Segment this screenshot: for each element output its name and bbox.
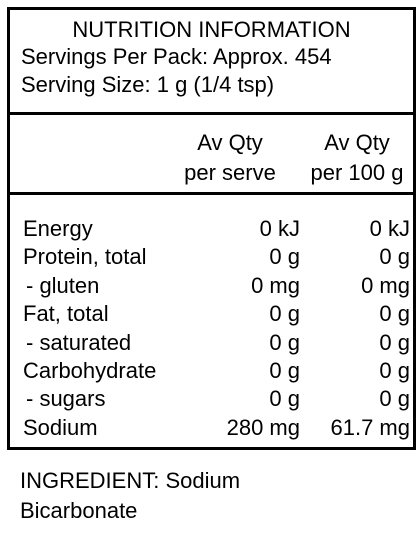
column-header: per 100 g bbox=[310, 160, 404, 185]
nutrient-name: Protein, total bbox=[23, 244, 147, 270]
nutrient-name: Carbohydrate bbox=[23, 358, 157, 383]
nutrient-name: - gluten bbox=[26, 272, 100, 298]
nutrient-name: - saturated bbox=[26, 329, 132, 355]
nutrient-value: 0 mg bbox=[251, 272, 300, 298]
ingredient-text: INGREDIENT: Sodium bbox=[20, 468, 241, 493]
nutrient-value: 0 kJ bbox=[369, 216, 410, 241]
ingredient-text: Bicarbonate bbox=[20, 498, 138, 523]
title: NUTRITION INFORMATION bbox=[72, 17, 351, 42]
nutrient-value: 0 mg bbox=[361, 272, 410, 298]
nutrient-value: 0 kJ bbox=[259, 216, 300, 241]
column-header: Av Qty bbox=[324, 130, 390, 155]
nutrient-value: 0 g bbox=[269, 301, 300, 327]
nutrient-value: 0 g bbox=[379, 301, 410, 327]
nutrient-value: 61.7 mg bbox=[330, 414, 411, 440]
nutrition-panel: NUTRITION INFORMATION Servings Per Pack:… bbox=[7, 7, 416, 450]
nutrient-value: 0 g bbox=[269, 358, 300, 383]
nutrient-value: 0 g bbox=[269, 329, 300, 355]
column-header: Av Qty bbox=[197, 130, 263, 155]
nutrient-value: 0 g bbox=[379, 358, 410, 383]
nutrient-value: 0 g bbox=[269, 244, 300, 270]
nutrient-value: 280 mg bbox=[226, 414, 300, 440]
nutrient-value: 0 g bbox=[379, 329, 410, 355]
nutrient-name: Sodium bbox=[23, 414, 98, 440]
serving-size: Serving Size: 1 g (1/4 tsp) bbox=[21, 72, 275, 97]
divider bbox=[10, 192, 413, 195]
column-header: per serve bbox=[184, 160, 276, 185]
nutrient-value: 0 g bbox=[379, 244, 410, 270]
divider bbox=[10, 112, 413, 115]
nutrient-name: Fat, total bbox=[23, 301, 109, 327]
nutrient-value: 0 g bbox=[269, 386, 300, 412]
servings: Servings Per Pack: Approx. 454 bbox=[21, 44, 332, 69]
nutrient-name: - sugars bbox=[26, 386, 106, 412]
nutrient-value: 0 g bbox=[379, 386, 410, 412]
nutrient-name: Energy bbox=[23, 216, 93, 241]
